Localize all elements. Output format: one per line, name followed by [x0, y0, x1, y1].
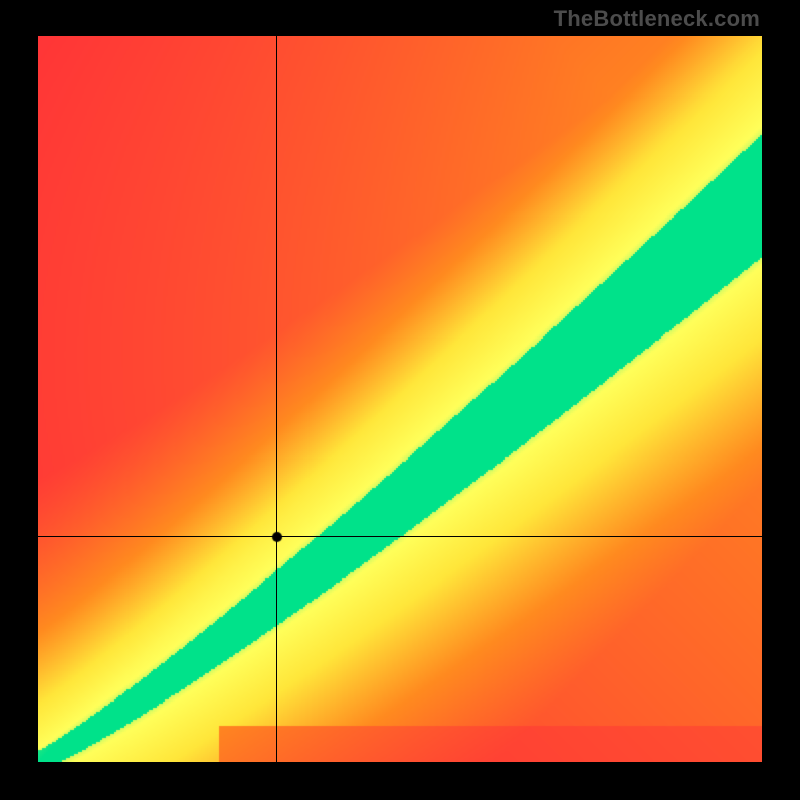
crosshair-marker: [271, 531, 283, 543]
crosshair-horizontal-line: [38, 536, 762, 537]
watermark-text: TheBottleneck.com: [554, 6, 760, 32]
chart-container: TheBottleneck.com: [0, 0, 800, 800]
heatmap-canvas: [38, 36, 762, 762]
crosshair-vertical-line: [276, 36, 277, 762]
